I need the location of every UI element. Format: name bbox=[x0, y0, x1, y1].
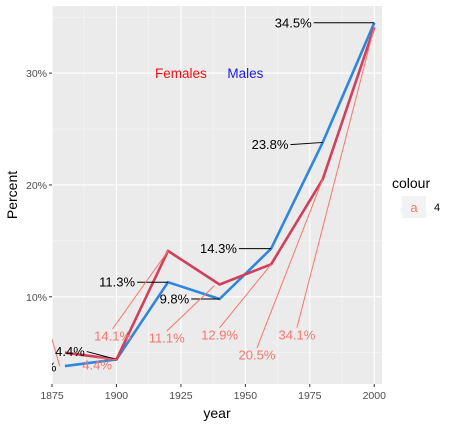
female-data-label: 14.1% bbox=[94, 328, 131, 343]
legend-key-text: a bbox=[410, 200, 418, 215]
x-tick-label: 1975 bbox=[298, 390, 322, 402]
female-data-label: 11.1% bbox=[149, 331, 185, 346]
female-label-connector bbox=[296, 27, 375, 328]
male-data-label: 23.8% bbox=[252, 137, 289, 152]
female-data-label: 34.1% bbox=[278, 327, 315, 342]
grid-layer bbox=[51, 6, 382, 384]
legend: colour a 4 bbox=[392, 175, 440, 218]
female-label-connector bbox=[219, 264, 272, 329]
legend-key bbox=[402, 196, 426, 218]
x-tick-label: 2000 bbox=[363, 390, 387, 402]
x-tick-label: 1900 bbox=[105, 390, 129, 402]
axis-layer: 1875 1900 1925 1950 1975 2000 10% 20% 30% bbox=[26, 68, 386, 402]
male-label-connector bbox=[86, 351, 117, 360]
x-tick-label: 1875 bbox=[40, 390, 64, 402]
x-axis-label: year bbox=[203, 405, 231, 421]
female-label-connector bbox=[112, 250, 169, 330]
female-label-connector bbox=[97, 357, 117, 360]
series-annotation: Males bbox=[227, 66, 263, 81]
legend-title: colour bbox=[392, 175, 430, 191]
male-label-connector bbox=[290, 141, 323, 146]
y-tick-label: 20% bbox=[26, 180, 47, 192]
male-data-label: 11.3% bbox=[99, 275, 135, 290]
y-axis-label: Percent bbox=[4, 171, 20, 219]
female-label-connector bbox=[52, 339, 61, 367]
plot-panel bbox=[52, 6, 382, 384]
female-label-connector bbox=[166, 285, 215, 332]
male-data-label: 14.3% bbox=[200, 241, 237, 256]
male-data-label: 4.4% bbox=[55, 344, 85, 359]
male-data-label: % bbox=[45, 360, 57, 375]
male-data-label: 34.5% bbox=[275, 15, 312, 30]
y-tick-label: 10% bbox=[26, 292, 47, 304]
series-annotation: Females bbox=[155, 66, 207, 81]
x-tick-label: 1925 bbox=[169, 390, 193, 402]
female-data-label: 4.4% bbox=[82, 357, 112, 372]
label-layer: %4.4%11.3%9.8%14.3%23.8%34.5%4.4%14.1% 11… bbox=[45, 15, 375, 375]
female-data-label: 12.9% bbox=[201, 327, 238, 342]
male-data-label: 9.8% bbox=[160, 292, 190, 307]
y-tick-label: 30% bbox=[26, 68, 47, 80]
female-data-label: 20.5% bbox=[239, 347, 276, 362]
female-label-connector bbox=[256, 179, 324, 349]
legend-value: 4 bbox=[434, 202, 440, 214]
x-tick-label: 1950 bbox=[234, 390, 258, 402]
series-line-females bbox=[64, 26, 376, 361]
